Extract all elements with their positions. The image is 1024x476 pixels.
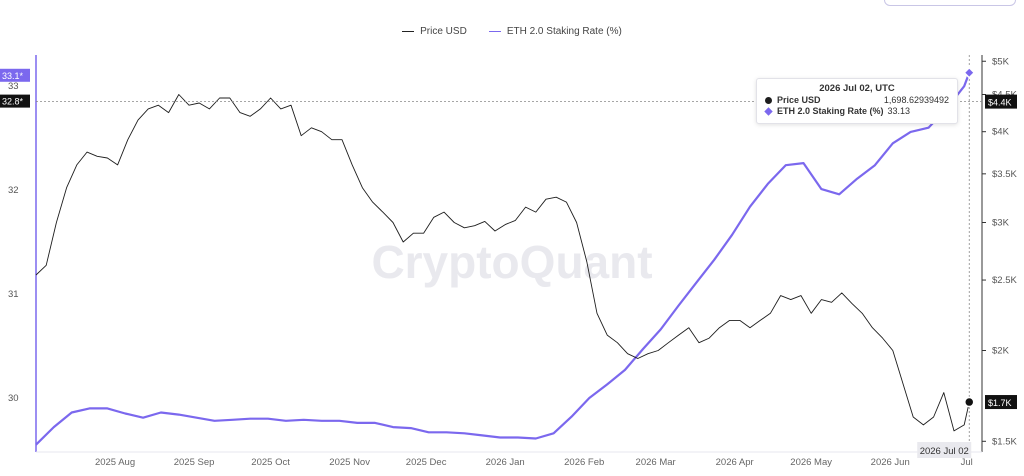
staking-diamond-icon: [764, 106, 773, 116]
y-right-tick-label: $3.5K: [992, 169, 1017, 180]
x-crosshair-label: 2026 Jul 02: [920, 446, 969, 457]
right-badge-crosshair: [985, 94, 1017, 109]
tooltip-row-price: Price USD 1,698.62939492: [757, 94, 957, 105]
y-left-tick-label: 30: [8, 393, 19, 404]
x-tick-label: 2026 May: [790, 457, 832, 468]
left-badge-crosshair-label: 32.8*: [2, 97, 24, 107]
x-tick-label: 2025 Sep: [174, 457, 215, 468]
right-badge-price-label: $1.7K: [988, 398, 1012, 408]
x-tick-label: 2025 Oct: [251, 457, 290, 468]
toolbar-button[interactable]: [884, 0, 1016, 6]
legend-item-price[interactable]: Price USD: [402, 26, 467, 37]
y-right-tick-label: $3K: [992, 217, 1010, 228]
x-tick-label: 2025 Aug: [95, 457, 135, 468]
y-right-tick-label: $4K: [992, 127, 1010, 138]
tooltip-row-staking: ETH 2.0 Staking Rate (%) 33.13: [757, 105, 957, 116]
x-tick-label: 2026 Jun: [871, 457, 910, 468]
y-left-tick-label: 31: [8, 289, 19, 300]
price-dot-icon: [765, 96, 772, 104]
x-tick-label: 2026 Jan: [486, 457, 525, 468]
right-badge-price: [985, 395, 1017, 410]
left-badge-crosshair: [0, 94, 30, 108]
y-right-tick-label: $2.5K: [992, 275, 1017, 286]
legend-swatch-staking: [488, 31, 501, 32]
tooltip-price-value: 1,698.62939492: [883, 95, 949, 105]
chart-tooltip: 2026 Jul 02, UTC Price USD 1,698.6293949…: [756, 78, 958, 124]
y-right-tick-label: $2K: [992, 345, 1010, 356]
x-crosshair-badge: [917, 442, 972, 458]
chart-legend: Price USD ETH 2.0 Staking Rate (%): [0, 26, 1024, 37]
staking-point-marker: [963, 66, 976, 79]
tooltip-price-label: Price USD: [777, 95, 821, 105]
x-tick-label: 2026 Apr: [716, 457, 754, 468]
series-line-price: [35, 94, 970, 432]
x-tick-label: 2026 Mar: [636, 457, 676, 468]
left-badge-top-label: 33.1*: [2, 71, 24, 81]
x-tick-label: 2025 Dec: [406, 457, 447, 468]
legend-label-price: Price USD: [420, 26, 467, 37]
watermark: CryptoQuant: [371, 236, 652, 288]
series-line-staking: [35, 72, 971, 446]
price-point-marker: [964, 396, 975, 408]
tooltip-staking-value: 33.13: [887, 106, 911, 116]
y-right-tick-label: $1.5K: [992, 436, 1017, 447]
tooltip-date: 2026 Jul 02, UTC: [819, 83, 895, 94]
y-right-tick-label: $5K: [992, 56, 1010, 67]
x-tick-label: Jul: [961, 457, 973, 468]
legend-swatch-price: [402, 31, 415, 32]
x-tick-label: 2026 Feb: [564, 457, 604, 468]
right-badge-crosshair-label: $4.4K: [988, 98, 1012, 108]
tooltip-staking-label: ETH 2.0 Staking Rate (%): [777, 106, 884, 116]
legend-item-staking[interactable]: ETH 2.0 Staking Rate (%): [488, 26, 622, 37]
left-badge-top: [0, 68, 30, 82]
y-left-tick-label: 33: [8, 81, 19, 92]
legend-label-staking: ETH 2.0 Staking Rate (%): [506, 26, 622, 37]
x-tick-label: 2025 Nov: [329, 457, 370, 468]
y-left-tick-label: 32: [8, 185, 19, 196]
